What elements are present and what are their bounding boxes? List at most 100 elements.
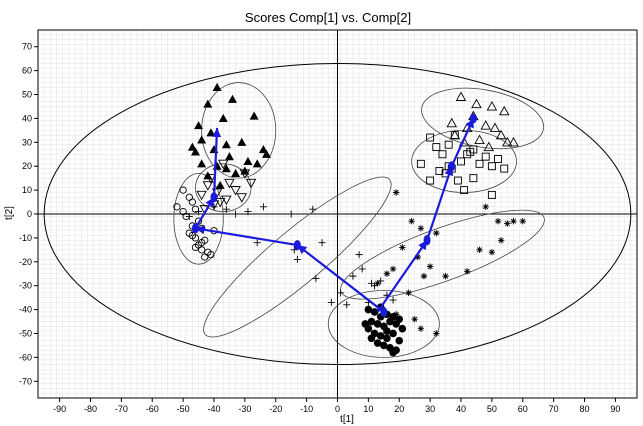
point-open-square xyxy=(481,152,490,161)
axes: -90 -80 -70 -60 -50 -40 -30 -20 -10 0 10 20 30 40 50 60… xyxy=(19,30,637,414)
trajectory-node xyxy=(380,306,388,317)
y-tick-label: 60 xyxy=(22,66,32,76)
point-filled-triangle xyxy=(231,168,241,177)
point-filled-circle xyxy=(389,348,397,357)
point-filled-circle xyxy=(383,334,391,343)
trajectory-node xyxy=(423,235,431,246)
point-open-square xyxy=(426,133,435,142)
point-filled-circle xyxy=(361,320,370,328)
point-open-triangle xyxy=(455,91,467,101)
y-tick-label: -50 xyxy=(19,328,32,338)
point-filled-circle xyxy=(373,320,382,328)
point-open-triangle xyxy=(483,141,495,152)
point-asterisk xyxy=(408,217,415,225)
point-asterisk xyxy=(504,220,511,227)
point-filled-triangle xyxy=(203,171,213,180)
point-filled-circle xyxy=(373,339,382,347)
point-plus xyxy=(337,289,345,297)
point-asterisk xyxy=(476,246,483,254)
point-plus xyxy=(343,301,351,309)
point-plus xyxy=(185,212,193,220)
point-filled-triangle xyxy=(258,144,268,154)
point-asterisk xyxy=(488,249,496,256)
point-filled-triangle xyxy=(243,156,253,166)
chart-title: Scores Comp[1] vs. Comp[2] xyxy=(245,10,411,25)
point-open-triangle xyxy=(498,105,510,116)
point-open-square xyxy=(432,143,441,152)
point-plus xyxy=(309,205,317,213)
point-filled-circle xyxy=(389,329,397,338)
x-tick-label: 70 xyxy=(549,404,559,414)
point-filled-circle xyxy=(380,341,388,350)
x-tick-label: 30 xyxy=(425,404,435,414)
point-plus xyxy=(349,272,357,280)
point-open-circle xyxy=(197,246,206,254)
point-open-triangle xyxy=(480,120,491,130)
point-open-square xyxy=(426,176,435,185)
x-tick-label: 40 xyxy=(456,404,466,414)
trajectory-arrow-head xyxy=(195,225,206,235)
point-open-triangle xyxy=(489,122,501,133)
point-filled-triangle xyxy=(218,113,228,123)
point-open-triangle-down xyxy=(230,186,241,196)
point-filled-triangle xyxy=(221,164,231,173)
point-filled-circle xyxy=(367,317,376,326)
point-open-triangle xyxy=(502,136,513,147)
x-tick-label: 0 xyxy=(335,404,340,414)
x-tick-label: 20 xyxy=(394,404,404,414)
point-open-square xyxy=(475,159,484,168)
point-asterisk xyxy=(494,217,502,225)
point-plus xyxy=(355,251,363,259)
x-tick-label: 50 xyxy=(487,404,497,414)
x-tick-label: -10 xyxy=(300,404,313,414)
point-filled-triangle xyxy=(212,82,222,91)
point-open-square xyxy=(494,155,503,163)
point-open-triangle-down xyxy=(205,174,217,184)
point-asterisk xyxy=(426,263,434,270)
point-filled-triangle xyxy=(249,111,259,120)
point-plus xyxy=(195,208,203,216)
point-filled-circle xyxy=(386,317,394,326)
point-asterisk xyxy=(510,217,517,225)
y-tick-label: -60 xyxy=(19,352,32,362)
point-plus xyxy=(358,265,366,273)
point-open-circle xyxy=(207,250,215,259)
trajectory-arrow-line xyxy=(195,227,298,247)
trajectory-arrows xyxy=(191,113,477,317)
point-filled-circle xyxy=(398,324,407,333)
point-plus xyxy=(259,203,267,211)
point-filled-circle xyxy=(383,327,391,335)
cluster-ellipse xyxy=(201,82,277,179)
point-filled-triangle xyxy=(215,180,225,189)
trajectory-arrow-line xyxy=(425,165,453,241)
point-open-square xyxy=(416,159,425,168)
point-open-triangle-down xyxy=(239,169,251,179)
point-open-square xyxy=(450,131,459,140)
y-tick-label: -10 xyxy=(19,233,32,243)
point-asterisk xyxy=(417,225,425,232)
hotelling-ellipse xyxy=(43,62,632,366)
point-open-circle xyxy=(179,186,187,194)
point-plus xyxy=(253,239,261,247)
y-tick-label: 20 xyxy=(22,161,32,171)
point-plus xyxy=(318,239,326,247)
point-filled-triangle xyxy=(206,128,216,137)
point-filled-triangle xyxy=(194,121,204,130)
x-tick-label: -80 xyxy=(84,404,97,414)
x-tick-label: -60 xyxy=(146,404,159,414)
point-plus xyxy=(232,210,240,218)
point-filled-circle xyxy=(392,320,400,328)
point-open-square xyxy=(500,164,509,173)
ellipses xyxy=(43,62,632,366)
point-asterisk xyxy=(405,289,412,297)
point-plus xyxy=(222,205,230,213)
cluster-ellipse xyxy=(327,290,440,358)
point-asterisk xyxy=(374,280,381,287)
point-open-circle xyxy=(173,203,181,211)
x-tick-label: 90 xyxy=(610,404,620,414)
y-tick-label: -70 xyxy=(19,376,32,386)
point-plus xyxy=(293,255,301,263)
point-open-triangle-down xyxy=(217,159,229,170)
point-open-square xyxy=(435,167,444,175)
